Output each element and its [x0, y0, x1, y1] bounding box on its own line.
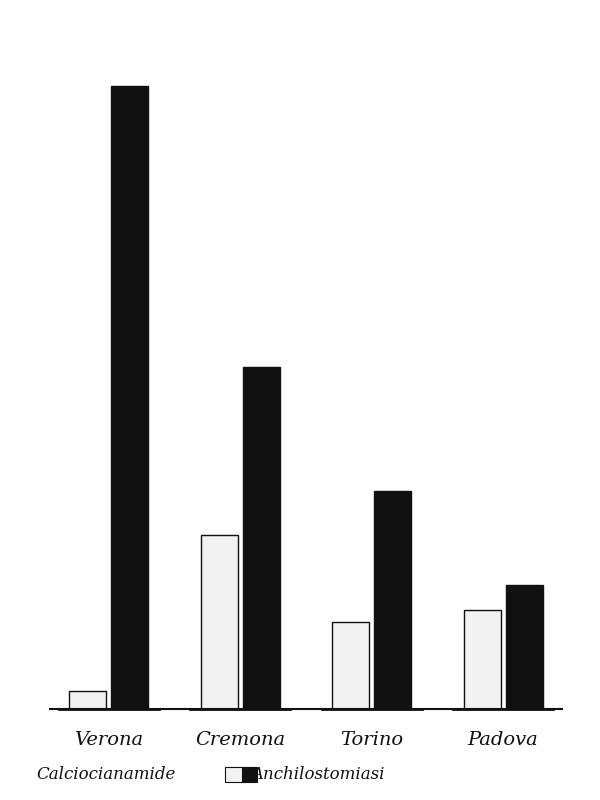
Bar [70, 690, 106, 710]
Text: Verona: Verona [74, 731, 143, 749]
Bar [332, 622, 369, 710]
Text: Padova: Padova [468, 731, 539, 749]
Bar [224, 767, 242, 782]
Bar [201, 535, 238, 710]
Bar [243, 366, 280, 710]
Bar [240, 767, 257, 782]
Text: Anchilostomiasi: Anchilostomiasi [251, 766, 385, 783]
Text: Cremona: Cremona [195, 731, 286, 749]
Bar [112, 86, 148, 710]
Bar [374, 491, 411, 710]
Bar [506, 585, 542, 710]
Bar [464, 610, 500, 710]
Text: Calciocianamide: Calciocianamide [37, 766, 176, 783]
Text: Torino: Torino [340, 731, 403, 749]
